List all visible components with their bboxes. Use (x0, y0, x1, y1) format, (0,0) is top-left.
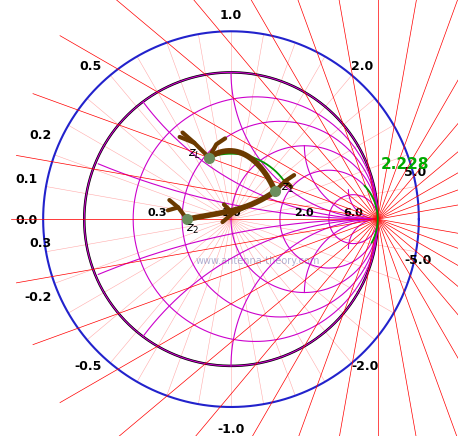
Text: 0.0: 0.0 (15, 213, 37, 226)
Text: $z_L$: $z_L$ (188, 148, 201, 161)
Text: -5.0: -5.0 (404, 254, 432, 267)
Text: -1.0: -1.0 (217, 422, 245, 434)
Text: 0.1: 0.1 (15, 173, 37, 186)
Text: www.antenna-theory.com: www.antenna-theory.com (195, 256, 320, 265)
Text: 0.2: 0.2 (30, 129, 52, 142)
Text: -2.0: -2.0 (351, 359, 379, 372)
Text: -0.2: -0.2 (24, 290, 52, 303)
Text: 2.228: 2.228 (381, 156, 429, 171)
Text: -0.5: -0.5 (74, 359, 102, 372)
Text: 5.0: 5.0 (404, 166, 426, 179)
Text: $z_1$: $z_1$ (281, 181, 294, 194)
Text: 6.0: 6.0 (343, 207, 363, 217)
Text: 2.0: 2.0 (295, 207, 314, 217)
Text: 0.3: 0.3 (30, 236, 52, 249)
Text: 1.0: 1.0 (221, 207, 241, 217)
Text: 1.0: 1.0 (220, 9, 242, 22)
Text: 0.5: 0.5 (79, 60, 102, 73)
Text: $z_2$: $z_2$ (186, 223, 199, 236)
Text: 0.3: 0.3 (148, 207, 167, 217)
Text: 2.0: 2.0 (351, 60, 374, 73)
